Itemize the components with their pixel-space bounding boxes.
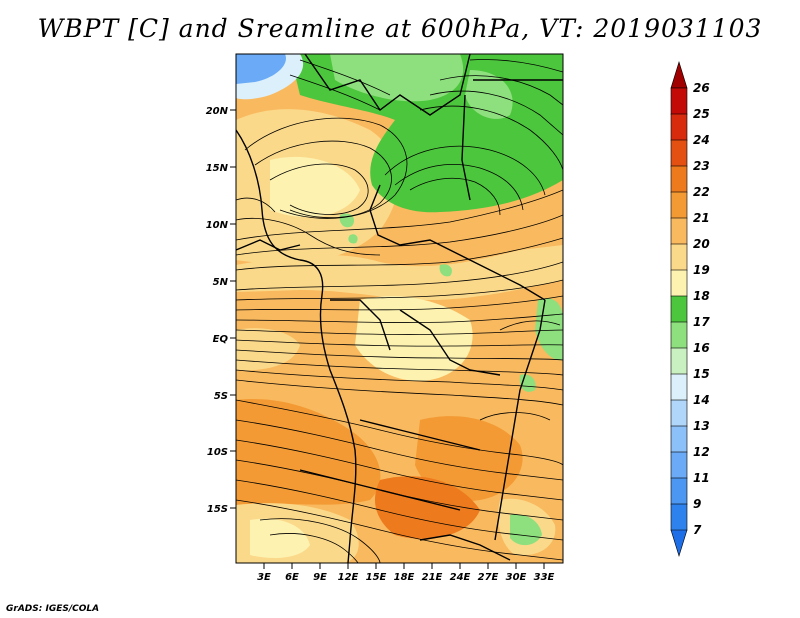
- latitude-axis: 20N 15N 10N 5N EQ 5S 10S 15S: [206, 106, 236, 515]
- colorbar-level-label: 11: [693, 471, 710, 485]
- colorbar-level-label: 25: [693, 107, 710, 121]
- colorbar-level-label: 16: [693, 341, 710, 355]
- colorbar-bin: [670, 347, 688, 375]
- lon-tick-label: 24E: [450, 572, 471, 583]
- colorbar-bin: [670, 217, 688, 245]
- colorbar-top-arrow: [670, 60, 688, 89]
- map-title: WBPT [C] and Sreamline at 600hPa, VT: 20…: [37, 14, 763, 43]
- streamlines: [236, 59, 563, 563]
- lat-tick-label: 20N: [206, 106, 229, 117]
- colorbar-level-label: 26: [693, 81, 710, 95]
- colorbar-level-label: 14: [693, 393, 710, 407]
- wbpt-field: [236, 54, 563, 563]
- lat-tick-label: 15N: [206, 163, 229, 174]
- lon-tick-label: 33E: [534, 572, 555, 583]
- lon-tick-label: 18E: [394, 572, 415, 583]
- lat-tick-label: 10N: [206, 220, 229, 231]
- lon-tick-label: 27E: [478, 572, 499, 583]
- lon-tick-label: 9E: [313, 572, 327, 583]
- colorbar-level-label: 15: [693, 367, 710, 381]
- lon-tick-label: 6E: [285, 572, 299, 583]
- colorbar-level-label: 19: [693, 263, 710, 277]
- colorbar-bin: [670, 399, 688, 427]
- lon-tick-label: 3E: [257, 572, 271, 583]
- colorbar-bin: [670, 477, 688, 505]
- map-frame: [235, 53, 564, 564]
- footer-credit: GrADS: IGES/COLA: [6, 604, 100, 614]
- colorbar-level-label: 20: [693, 237, 710, 251]
- colorbar-bin: [670, 425, 688, 453]
- colorbar-level-label: 23: [693, 159, 710, 173]
- colorbar-level-label: 17: [693, 315, 710, 329]
- lon-tick-label: 12E: [338, 572, 359, 583]
- colorbar-bin: [670, 295, 688, 323]
- colorbar-bin: [670, 321, 688, 349]
- colorbar-bin: [670, 269, 688, 297]
- colorbar-level-label: 12: [693, 445, 710, 459]
- colorbar-bin: [670, 113, 688, 141]
- lat-tick-label: 5N: [213, 277, 229, 288]
- colorbar-level-label: 7: [693, 523, 702, 537]
- colorbar-level-label: 24: [693, 133, 710, 147]
- lat-tick-label: 15S: [207, 504, 228, 515]
- colorbar-bottom-arrow: [670, 529, 688, 558]
- colorbar: 26 25 24 23 22 21 20 19 18 17 16 15 14 13 12 11 9 7: [670, 60, 710, 558]
- colorbar-bin: [670, 87, 688, 115]
- colorbar-bin: [670, 191, 688, 219]
- lat-tick-label: 10S: [207, 447, 228, 458]
- colorbar-level-label: 22: [693, 185, 710, 199]
- colorbar-level-label: 21: [693, 211, 710, 225]
- colorbar-bin: [670, 139, 688, 167]
- colorbar-level-label: 13: [693, 419, 710, 433]
- colorbar-bin: [670, 373, 688, 401]
- lat-tick-label: 5S: [214, 391, 228, 402]
- colorbar-bin: [670, 503, 688, 531]
- colorbar-bin: [670, 243, 688, 271]
- colorbar-bin: [670, 165, 688, 193]
- colorbar-level-label: 9: [693, 497, 701, 511]
- lon-tick-label: 15E: [366, 572, 387, 583]
- lon-tick-label: 30E: [506, 572, 527, 583]
- colorbar-bin: [670, 451, 688, 479]
- lon-tick-label: 21E: [422, 572, 443, 583]
- lat-tick-label: EQ: [213, 334, 229, 345]
- longitude-axis: 3E 6E 9E 12E 15E 18E 21E 24E 27E 30E 33E: [257, 563, 555, 583]
- colorbar-level-label: 18: [693, 289, 710, 303]
